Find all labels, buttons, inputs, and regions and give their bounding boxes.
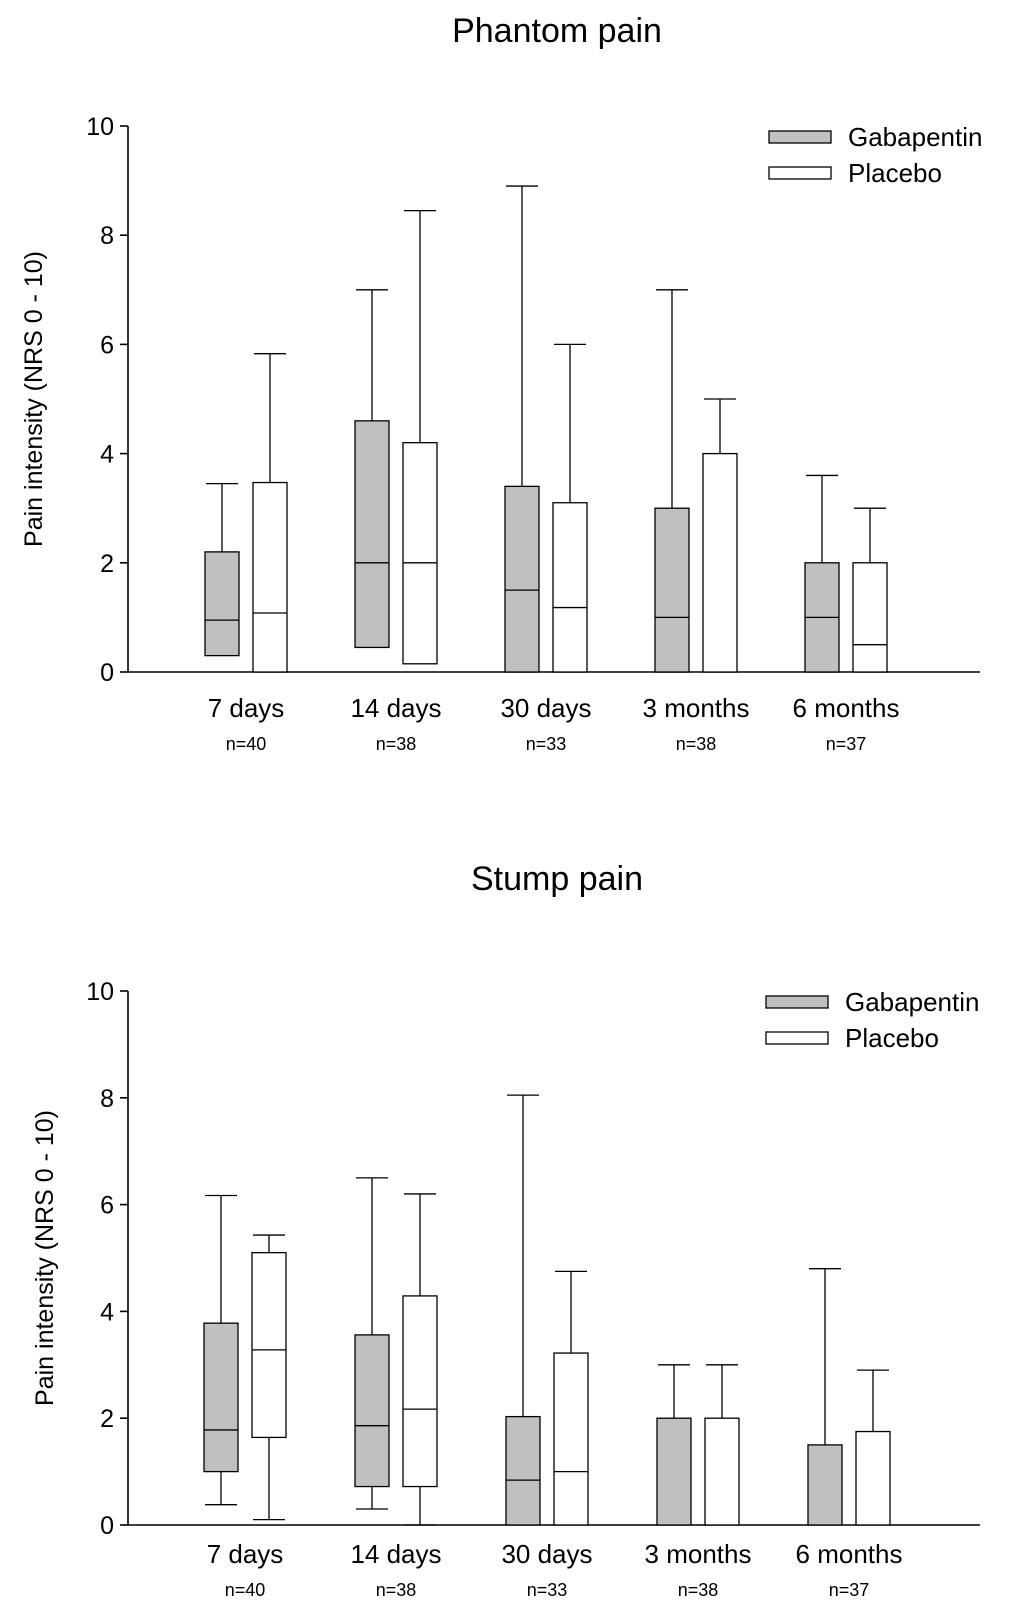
gabapentin-box <box>505 1094 541 1526</box>
legend-label: Gabapentin <box>845 987 979 1017</box>
x-tick-label: 7 days <box>207 1539 284 1569</box>
box-body <box>552 502 588 673</box>
x-tick-label: 30 days <box>501 1539 592 1569</box>
gabapentin-box <box>354 289 390 649</box>
y-tick-label: 6 <box>100 331 114 359</box>
sample-size-label: n=38 <box>376 734 417 754</box>
box-body <box>402 1295 438 1488</box>
y-axis-label: Pain intensity (NRS 0 - 10) <box>31 1110 59 1406</box>
placebo-box <box>852 507 888 673</box>
box-body <box>203 1322 239 1473</box>
phantom-pain-plot: Phantom pain Pain intensity (NRS 0 - 10) 0… <box>20 12 982 754</box>
legend-label: Gabapentin <box>848 122 982 152</box>
gabapentin-box <box>656 1364 692 1526</box>
y-tick-label: 2 <box>100 1405 114 1433</box>
placebo-box <box>552 343 588 673</box>
placebo-box <box>402 209 438 665</box>
legend-label: Placebo <box>845 1023 939 1053</box>
legend-swatch <box>768 130 832 144</box>
box-body <box>852 562 888 673</box>
stump-pain-plot: Stump pain Pain intensity (NRS 0 - 10) 0 2 4… <box>31 860 980 1600</box>
box-body <box>354 420 390 649</box>
gabapentin-box <box>807 1268 843 1526</box>
box-body <box>252 481 288 673</box>
sample-size-label: n=40 <box>225 1580 266 1600</box>
x-tick-label: 14 days <box>350 1539 441 1569</box>
chart-title: Phantom pain <box>452 12 662 50</box>
x-tick-label: 30 days <box>500 693 591 723</box>
x-tick-label: 6 months <box>796 1539 903 1569</box>
y-tick-label: 10 <box>86 113 114 141</box>
placebo-box <box>252 353 288 673</box>
phantom-pain-chart: Phantom pain Pain intensity (NRS 0 - 10) 0… <box>0 0 1034 800</box>
sample-size-label: n=37 <box>826 734 867 754</box>
box-body <box>654 507 690 673</box>
legend-label: Placebo <box>848 158 942 188</box>
y-tick-label: 4 <box>100 441 114 469</box>
legend-swatch <box>765 995 829 1009</box>
gabapentin-box <box>354 1177 390 1510</box>
placebo-box <box>855 1369 891 1526</box>
x-tick-label: 14 days <box>350 693 441 723</box>
x-tick-label: 3 months <box>645 1539 752 1569</box>
box-body <box>251 1252 287 1439</box>
y-tick-label: 4 <box>100 1298 114 1326</box>
box-body <box>656 1417 692 1526</box>
sample-size-label: n=38 <box>376 1580 417 1600</box>
y-tick-label: 2 <box>100 550 114 578</box>
box-body <box>702 452 738 673</box>
legend-swatch <box>765 1031 829 1045</box>
box-body <box>354 1334 390 1488</box>
y-tick-label: 8 <box>100 1085 114 1113</box>
box-body <box>504 485 540 673</box>
gabapentin-box <box>204 482 240 657</box>
sample-size-label: n=38 <box>678 1580 719 1600</box>
sample-size-label: n=38 <box>676 734 717 754</box>
gabapentin-box <box>804 474 840 673</box>
legend-swatch <box>768 166 832 180</box>
y-tick-label: 8 <box>100 222 114 250</box>
gabapentin-box <box>504 185 540 673</box>
box-body <box>704 1417 740 1526</box>
y-tick-label: 6 <box>100 1192 114 1220</box>
chart-title: Stump pain <box>471 860 643 898</box>
sample-size-label: n=37 <box>829 1580 870 1600</box>
y-tick-label: 0 <box>100 1512 114 1540</box>
sample-size-label: n=33 <box>527 1580 568 1600</box>
placebo-box <box>402 1193 438 1526</box>
box-body <box>402 442 438 665</box>
placebo-box <box>702 398 738 673</box>
y-tick-label: 10 <box>86 978 114 1006</box>
y-tick-label: 0 <box>100 659 114 687</box>
stump-pain-chart: Stump pain Pain intensity (NRS 0 - 10) 0 2 4… <box>0 860 1034 1619</box>
gabapentin-box <box>203 1194 239 1506</box>
box-body <box>807 1444 843 1526</box>
sample-size-label: n=33 <box>526 734 567 754</box>
placebo-box <box>553 1270 589 1526</box>
x-tick-label: 3 months <box>643 693 750 723</box>
box-body <box>204 551 240 657</box>
sample-size-label: n=40 <box>226 734 267 754</box>
gabapentin-box <box>654 289 690 673</box>
x-tick-label: 7 days <box>208 693 285 723</box>
y-axis-label: Pain intensity (NRS 0 - 10) <box>20 251 48 547</box>
x-tick-label: 6 months <box>793 693 900 723</box>
box-body <box>553 1352 589 1526</box>
box-body <box>855 1430 891 1526</box>
box-body <box>505 1415 541 1526</box>
placebo-box <box>704 1364 740 1526</box>
placebo-box <box>251 1234 287 1521</box>
